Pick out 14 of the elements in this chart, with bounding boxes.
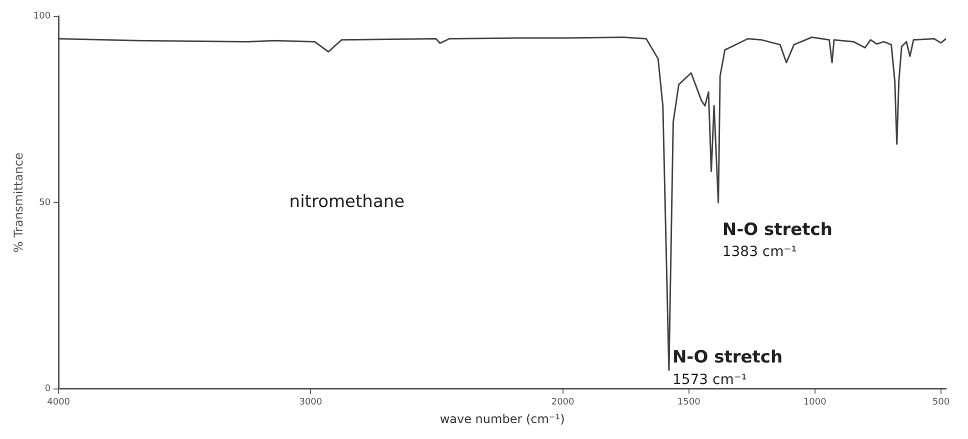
x-tick-label: 1000 bbox=[803, 398, 827, 408]
x-tick-label: 1500 bbox=[677, 398, 701, 408]
annotation: N-O stretch 1573 cm⁻¹ bbox=[672, 348, 783, 388]
x-tick-label: 2000 bbox=[551, 398, 575, 408]
x-tick-label: 3000 bbox=[299, 398, 322, 408]
y-axis-title: % Transmittance bbox=[11, 152, 26, 253]
annotation: nitromethane bbox=[289, 192, 405, 212]
x-axis-title: wave number (cm⁻¹) bbox=[440, 412, 565, 426]
y-tick-label: 100 bbox=[33, 12, 51, 22]
annotation: N-O stretch 1383 cm⁻¹ bbox=[722, 220, 832, 260]
y-tick-label: 50 bbox=[39, 198, 51, 208]
x-tick-label: 500 bbox=[932, 398, 950, 408]
y-tick-label: 0 bbox=[44, 384, 51, 394]
x-tick-label: 4000 bbox=[47, 398, 70, 408]
